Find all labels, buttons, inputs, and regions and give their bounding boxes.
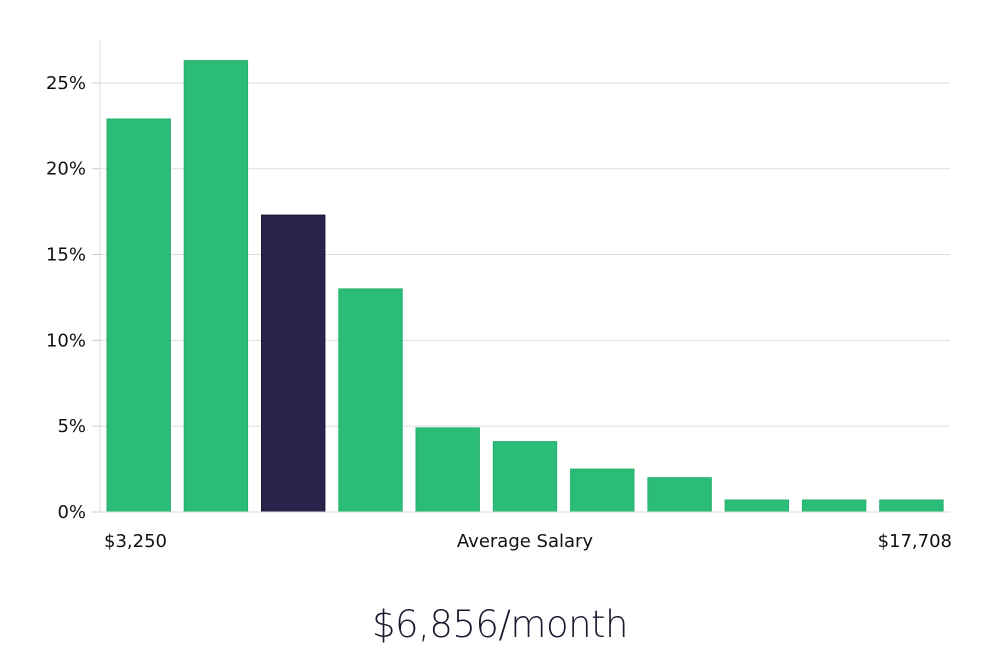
bars — [106, 60, 944, 513]
average-salary-caption: $6,856/month — [371, 603, 629, 646]
x-axis-title: Average Salary — [457, 531, 594, 552]
bar — [106, 118, 171, 513]
bar-highlight — [261, 214, 326, 513]
axes — [92, 40, 950, 513]
bar — [492, 441, 558, 513]
bar — [338, 288, 403, 513]
labels: 0% 5% 10% 15% 20% 25% $3,250 Average Salary $17,… — [46, 73, 952, 552]
y-tick-label: 15% — [46, 245, 86, 266]
bar — [879, 499, 944, 513]
bar — [183, 60, 249, 513]
bar — [724, 499, 789, 513]
y-tick-label: 0% — [57, 502, 86, 523]
x-max-label: $17,708 — [878, 531, 952, 552]
y-tick-label: 20% — [46, 159, 86, 180]
x-min-label: $3,250 — [104, 531, 167, 552]
y-tick-label: 10% — [46, 330, 86, 351]
bar — [415, 427, 480, 513]
bar — [570, 468, 635, 513]
y-tick-label: 5% — [57, 416, 86, 437]
bar — [801, 499, 867, 513]
bar — [647, 477, 712, 513]
y-tick-label: 25% — [46, 73, 86, 94]
